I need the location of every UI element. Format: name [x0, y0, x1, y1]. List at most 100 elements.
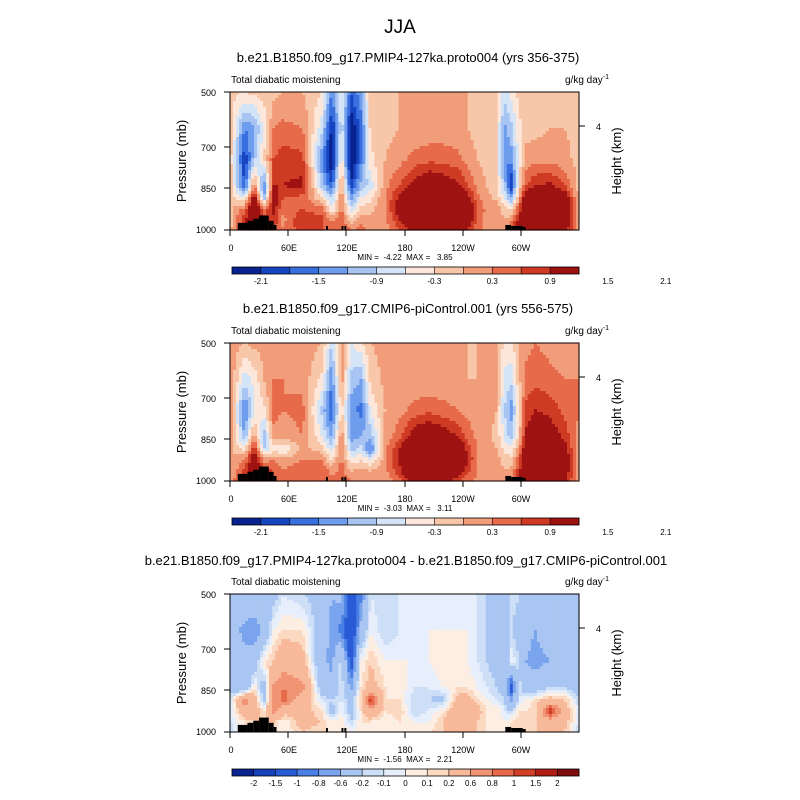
field-cell [476, 218, 481, 222]
field-cell [566, 215, 571, 219]
field-cell [455, 131, 460, 135]
field-cell [458, 212, 463, 216]
field-cell [407, 194, 412, 198]
field-cell [365, 179, 369, 183]
field-cell [344, 197, 348, 201]
field-cell [494, 203, 499, 207]
field-cell [359, 212, 363, 216]
field-cell [233, 125, 237, 129]
field-cell [317, 104, 321, 108]
field-cell [443, 134, 448, 138]
field-cell [422, 188, 427, 192]
field-cell [542, 122, 547, 126]
field-cell [539, 173, 544, 177]
field-cell [395, 134, 400, 138]
field-cell [317, 113, 321, 117]
field-cell [518, 146, 523, 150]
field-cell [230, 212, 234, 216]
field-cell [392, 128, 397, 132]
field-cell [494, 194, 499, 198]
field-cell [383, 197, 388, 201]
field-cell [482, 191, 487, 195]
field-cell [494, 146, 499, 150]
field-cell [563, 179, 568, 183]
field-cell [491, 188, 496, 192]
field-cell [299, 143, 303, 147]
field-cell [284, 173, 288, 177]
field-cell [371, 209, 376, 213]
field-cell [461, 158, 466, 162]
field-cell [239, 161, 243, 165]
field-cell [353, 98, 357, 102]
field-cell [551, 212, 556, 216]
field-cell [251, 185, 255, 189]
field-cell [446, 137, 451, 141]
field-cell [302, 134, 306, 138]
field-cell [557, 98, 562, 102]
field-cell [449, 155, 454, 159]
field-cell [566, 101, 571, 105]
field-cell [305, 95, 309, 99]
field-cell [332, 212, 336, 216]
field-cell [440, 170, 445, 174]
field-cell [518, 119, 523, 123]
field-cell [347, 146, 351, 150]
field-cell [395, 167, 400, 171]
field-cell [515, 212, 520, 216]
field-cell [488, 149, 493, 153]
field-cell [467, 197, 472, 201]
field-cell [236, 122, 240, 126]
field-cell [395, 191, 400, 195]
field-cell [539, 158, 544, 162]
field-cell [233, 113, 237, 117]
field-cell [518, 143, 523, 147]
field-cell [386, 164, 391, 168]
field-cell [572, 134, 577, 138]
field-cell [572, 101, 577, 105]
field-cell [278, 92, 282, 96]
field-cell [467, 152, 472, 156]
field-cell [521, 137, 526, 141]
field-cell [557, 107, 562, 111]
field-cell [413, 113, 418, 117]
field-cell [518, 164, 523, 168]
field-cell [260, 155, 264, 159]
field-cell [506, 179, 511, 183]
field-cell [338, 173, 342, 177]
field-cell [299, 182, 303, 186]
field-cell [269, 143, 273, 147]
field-cell [497, 203, 502, 207]
field-cell [362, 191, 366, 195]
field-cell [500, 209, 505, 213]
field-cell [338, 125, 342, 129]
field-cell [569, 116, 574, 120]
field-cell [533, 119, 538, 123]
field-cell [299, 194, 303, 198]
field-cell [413, 215, 418, 219]
field-cell [572, 98, 577, 102]
field-cell [524, 203, 529, 207]
field-cell [350, 152, 354, 156]
field-cell [410, 116, 415, 120]
field-cell [308, 140, 312, 144]
field-cell [437, 128, 442, 132]
field-cell [431, 146, 436, 150]
field-cell [569, 167, 574, 171]
field-cell [521, 179, 526, 183]
field-cell [374, 182, 379, 186]
field-cell [281, 119, 285, 123]
field-cell [572, 218, 577, 222]
field-cell [545, 215, 550, 219]
field-cell [437, 134, 442, 138]
field-cell [512, 197, 517, 201]
field-cell [248, 116, 252, 120]
field-cell [416, 113, 421, 117]
field-cell [434, 92, 439, 96]
field-cell [515, 194, 520, 198]
field-cell [575, 164, 580, 168]
field-cell [524, 107, 529, 111]
field-cell [488, 131, 493, 135]
field-cell [410, 206, 415, 210]
field-cell [251, 113, 255, 117]
field-cell [524, 137, 529, 141]
